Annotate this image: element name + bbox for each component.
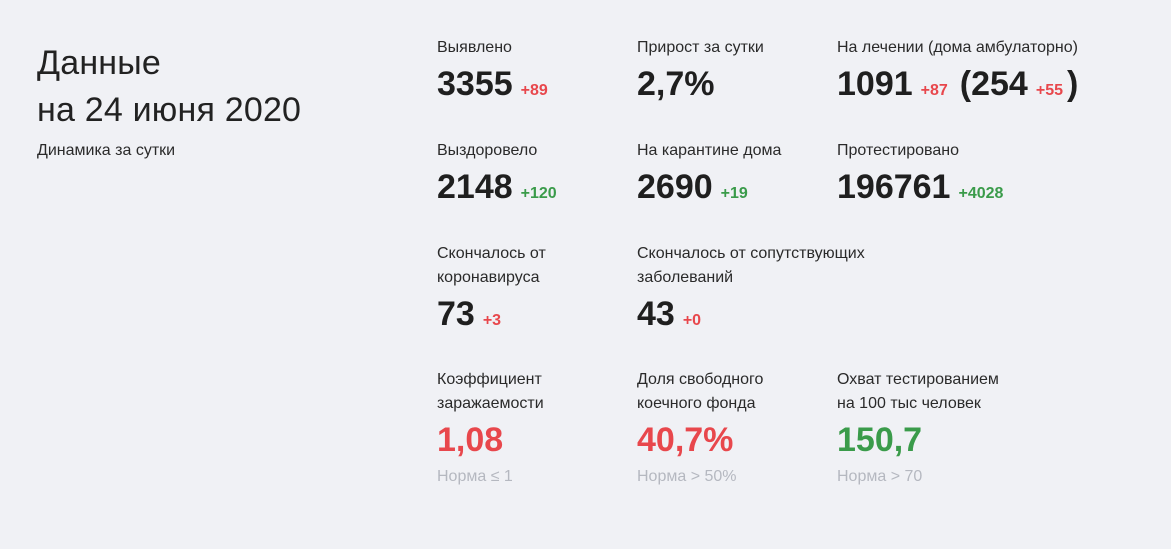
page-subtitle: Динамика за сутки <box>37 142 176 159</box>
stat-died-other: Скончалось от сопутствующих заболеваний … <box>637 242 917 334</box>
stat-label-line-2: заболеваний <box>637 269 734 286</box>
stat-label-line-2: коронавируса <box>437 269 540 286</box>
stat-quarantine: На карантине дома 2690 +19 <box>637 139 917 207</box>
stat-free-beds: Доля свободного коечного фонда 40,7% Нор… <box>637 368 917 486</box>
stat-delta: +87 <box>920 82 948 99</box>
stat-value-row: 40,7% <box>637 420 917 460</box>
paren-close: ) <box>1066 65 1079 103</box>
stat-label: Выздоровело <box>437 142 538 159</box>
stat-label-line-1: Доля свободного <box>637 371 764 388</box>
stat-value-row: 3355 +89 <box>437 64 717 104</box>
stat-delta: +0 <box>682 312 702 329</box>
stat-home-value: 254 <box>971 65 1028 103</box>
stat-label-line-1: Охват тестированием <box>837 371 999 388</box>
stat-testing-coverage: Охват тестированием на 100 тыс человек 1… <box>837 368 1117 486</box>
stat-value: 40,7% <box>637 421 734 459</box>
stat-value-row: 1091 +87 ( 254 +55 ) <box>837 64 1157 104</box>
paren-open: ( <box>959 65 972 103</box>
stat-value: 2690 <box>637 168 713 206</box>
page-title-line-1: Данные <box>37 44 162 82</box>
stat-label-line-1: Скончалось от сопутствующих <box>637 245 865 262</box>
stat-value-row: 2690 +19 <box>637 167 917 207</box>
stat-growth: Прирост за сутки 2,7% <box>637 36 917 104</box>
stat-value: 196761 <box>837 168 951 206</box>
stat-label-line-1: Коэффициент <box>437 371 542 388</box>
stat-value-row: 43 +0 <box>637 294 917 334</box>
stat-delta: +3 <box>482 312 502 329</box>
stat-label-line-2: на 100 тыс человек <box>837 395 981 412</box>
stat-norm: Норма ≤ 1 <box>437 468 513 485</box>
stat-tested: Протестировано 196761 +4028 <box>837 139 1117 207</box>
stat-detected: Выявлено 3355 +89 <box>437 36 717 104</box>
stat-delta: +120 <box>520 185 557 202</box>
stat-value: 150,7 <box>837 421 923 459</box>
stat-delta: +19 <box>720 185 748 202</box>
stat-norm: Норма > 70 <box>837 468 923 485</box>
stat-value: 73 <box>437 295 475 333</box>
stat-norm: Норма > 50% <box>637 468 737 485</box>
stat-value: 2148 <box>437 168 513 206</box>
stat-value: 3355 <box>437 65 513 103</box>
stat-delta: +89 <box>520 82 548 99</box>
stat-label: На лечении (дома амбулаторно) <box>837 39 1078 56</box>
stat-value: 2,7% <box>637 65 715 103</box>
stat-value: 1,08 <box>437 421 504 459</box>
stat-value-row: 2,7% <box>637 64 917 104</box>
stat-label-line-1: Скончалось от <box>437 245 546 262</box>
stat-label: Протестировано <box>837 142 960 159</box>
stat-label: На карантине дома <box>637 142 782 159</box>
stat-label: Прирост за сутки <box>637 39 764 56</box>
stat-value-row: 196761 +4028 <box>837 167 1117 207</box>
stat-value-row: 150,7 <box>837 420 1117 460</box>
stat-value-row: 2148 +120 <box>437 167 717 207</box>
stat-recovered: Выздоровело 2148 +120 <box>437 139 717 207</box>
stat-value-row: 73 +3 <box>437 294 717 334</box>
stat-treatment: На лечении (дома амбулаторно) 1091 +87 (… <box>837 36 1157 104</box>
stat-died-covid: Скончалось от коронавируса 73 +3 <box>437 242 717 334</box>
stat-label: Выявлено <box>437 39 512 56</box>
header: Данные на 24 июня 2020 Динамика за сутки <box>37 40 397 160</box>
stat-value: 43 <box>637 295 675 333</box>
stat-value-row: 1,08 <box>437 420 717 460</box>
stat-infection-rate: Коэффициент заражаемости 1,08 Норма ≤ 1 <box>437 368 717 486</box>
stat-label-line-2: заражаемости <box>437 395 544 412</box>
stat-delta: +4028 <box>958 185 1004 202</box>
stat-home-delta: +55 <box>1035 82 1063 99</box>
stat-value: 1091 <box>837 65 913 103</box>
page-title-line-2: на 24 июня 2020 <box>37 91 302 129</box>
stat-label-line-2: коечного фонда <box>637 395 756 412</box>
